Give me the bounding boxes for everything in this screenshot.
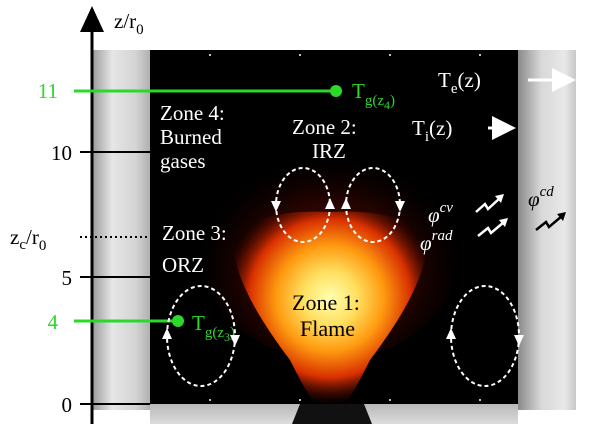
injector-nozzle [292, 404, 372, 424]
zone3-line2: ORZ [162, 253, 204, 277]
phi-rad-label: φrad [420, 228, 453, 255]
tg3-label: Tg(z3) [192, 311, 235, 344]
irz-vortex-arrows [271, 198, 405, 212]
tick-0-label: 0 [62, 393, 73, 417]
phi-cd-arrow [535, 215, 563, 231]
zc-label: zc/r0 [10, 225, 46, 254]
z-axis-label: z/r0 [114, 9, 144, 38]
zone2-title: Zone 2: [292, 115, 357, 139]
zone1-title: Zone 1: [292, 290, 360, 315]
te-label: Te(z) [438, 68, 481, 97]
z-axis-arrow [80, 6, 104, 32]
tick-10-label: 10 [51, 141, 72, 165]
tick-11-label: 11 [38, 79, 58, 103]
left-wall [92, 50, 150, 410]
phi-rad-arrowhead [499, 218, 508, 227]
tg4-marker [330, 85, 342, 97]
zone4-line2: Burned [160, 125, 222, 149]
tg3-marker [172, 315, 184, 327]
tick-4-label: 4 [48, 310, 59, 334]
zone3-title: Zone 3: [162, 221, 227, 245]
orz-vortex-arrows [162, 328, 524, 346]
zone2-line2: IRZ [312, 139, 346, 163]
tick-5-label: 5 [62, 266, 73, 290]
grid-dots [209, 54, 481, 401]
phi-cv-arrowhead [495, 194, 504, 203]
phi-cd-label: φcd [528, 184, 554, 211]
phi-cv-label: φcv [428, 200, 453, 227]
flame [232, 211, 428, 404]
tg4-label: Tg(z4) [352, 79, 395, 112]
ti-label: Ti(z) [412, 116, 452, 145]
right-wall [518, 50, 576, 410]
zone4-line3: gases [160, 149, 206, 173]
phi-cd-arrowhead [557, 212, 566, 221]
phi-rad-arrow [477, 221, 505, 237]
zone1-line2: Flame [300, 316, 355, 341]
phi-cv-arrow [475, 197, 501, 213]
zone4-title: Zone 4: [160, 101, 225, 125]
